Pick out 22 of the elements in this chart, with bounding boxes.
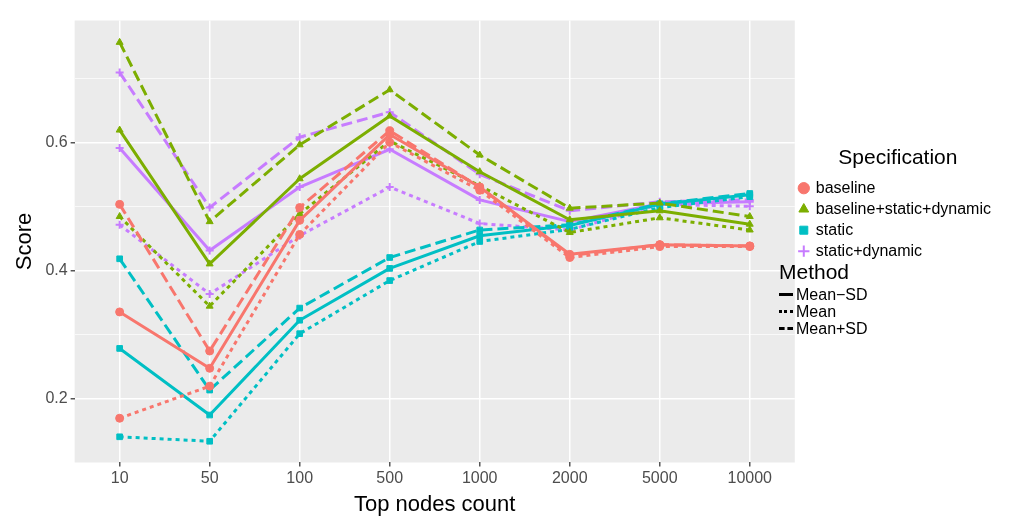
legend-label: baseline+static+dynamic [815, 199, 992, 217]
x-axis-title: Top nodes count [353, 490, 516, 516]
annotation: Method [779, 260, 851, 284]
x-tick-label: 50 [200, 469, 219, 487]
legend-label: baseline [815, 178, 876, 196]
y-tick-label: 0.4 [45, 260, 68, 278]
x-tick-label: 100 [286, 469, 314, 487]
y-tick-label: 0.6 [45, 132, 68, 150]
x-tick-label: 10000 [727, 469, 773, 487]
legend-label: static+dynamic [815, 241, 923, 259]
x-tick-label: 500 [376, 469, 404, 487]
x-tick-label: 2000 [551, 469, 588, 487]
x-tick-label: 1000 [461, 469, 498, 487]
x-tick-label: 5000 [641, 469, 678, 487]
y-axis-title: Score [11, 212, 37, 271]
legend-title: Specification [838, 145, 958, 169]
y-tick-label: 0.2 [45, 388, 68, 406]
text: Mean+SD [796, 320, 868, 337]
text: Mean [796, 303, 837, 320]
legend-label: static [815, 220, 854, 238]
text: Mean−SD [796, 286, 868, 303]
x-tick-label: 10 [110, 469, 129, 487]
